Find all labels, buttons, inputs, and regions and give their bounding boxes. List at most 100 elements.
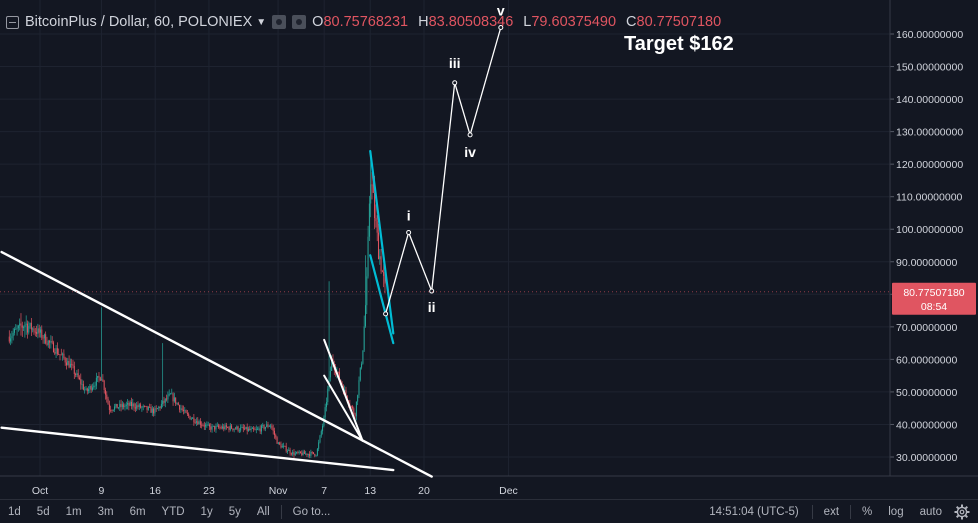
candle-body [206, 424, 208, 426]
candle-body [128, 403, 130, 406]
wave-point[interactable] [406, 229, 412, 235]
wave-point[interactable] [383, 311, 389, 317]
candle-body [65, 362, 67, 366]
wedge-lower-trendline[interactable] [0, 426, 395, 472]
wave-point[interactable] [467, 132, 473, 138]
candle-body [280, 444, 282, 448]
x-tick-label: 20 [418, 485, 430, 497]
candle-body [63, 353, 65, 359]
candle-body [149, 406, 151, 408]
candle-body [312, 452, 314, 454]
percent-button[interactable]: % [862, 505, 873, 518]
elliott-wave-projection[interactable] [384, 27, 502, 315]
caret-down-icon[interactable]: ▼ [256, 16, 267, 28]
timeframe-1m-button[interactable]: 1m [65, 505, 82, 518]
timeframe-ytd-button[interactable]: YTD [161, 505, 185, 518]
y-tick-label: 120.00000000 [896, 159, 963, 171]
ext-button[interactable]: ext [823, 505, 840, 518]
y-tick-label: 160.00000000 [896, 29, 963, 41]
candle-body [368, 203, 370, 237]
goto-button[interactable]: Go to... [292, 505, 331, 518]
candle-body [380, 256, 382, 272]
timeframe-all-button[interactable]: All [256, 505, 270, 518]
candle-body [160, 404, 162, 408]
candle-body [111, 410, 113, 412]
flag-upper-channel-line[interactable] [369, 150, 395, 335]
candle-body [205, 424, 207, 427]
triangle-lower-line[interactable] [323, 374, 364, 442]
clock[interactable]: 14:51:04 (UTC-5) [709, 505, 799, 518]
close-box-icon[interactable] [292, 15, 307, 29]
symbol-icon[interactable] [6, 15, 19, 29]
candle-body [99, 377, 101, 381]
candle-body [364, 305, 366, 327]
timeframe-1d-button[interactable]: 1d [8, 505, 21, 518]
candle-body [86, 388, 88, 392]
candle-body [72, 364, 74, 366]
timeframe-3m-button[interactable]: 3m [97, 505, 114, 518]
candle-body [355, 401, 357, 417]
price-badge[interactable] [892, 282, 976, 315]
timeframe-1y-button[interactable]: 1y [200, 505, 213, 518]
timeframe-6m-button[interactable]: 6m [129, 505, 146, 518]
candle-body [245, 426, 247, 430]
candle-body [286, 451, 288, 452]
candle-body [166, 398, 168, 400]
candle-body [353, 408, 355, 414]
candle-body [12, 332, 14, 337]
candle-body [207, 424, 209, 426]
candle-body [357, 395, 359, 402]
candle-body [229, 425, 231, 430]
symbol-title[interactable]: BitcoinPlus / Dollar, 60, POLONIEX [25, 14, 253, 30]
candle-body [221, 426, 223, 429]
settings-box-icon[interactable] [272, 15, 287, 29]
candle-body [124, 405, 126, 408]
wave-point[interactable] [498, 24, 504, 30]
bottom-toolbar: 1d 5d 1m 3m 6m YTD 1y 5y All Go to... 14… [0, 499, 978, 523]
timeframe-5y-button[interactable]: 5y [228, 505, 241, 518]
candle-body [11, 336, 13, 339]
candle-body [46, 343, 48, 345]
candle-body [137, 405, 139, 407]
candle-body [52, 342, 54, 353]
timeframe-5d-button[interactable]: 5d [36, 505, 50, 518]
auto-button[interactable]: auto [919, 505, 942, 518]
candle-body [293, 452, 295, 456]
candle-body [73, 365, 75, 374]
candle-body [36, 332, 38, 334]
candle-body [372, 184, 374, 193]
candle-body [51, 341, 53, 343]
candle-body [15, 329, 17, 330]
log-button[interactable]: log [888, 505, 904, 518]
candle-body [50, 341, 52, 343]
candle-body [140, 404, 142, 408]
candle-body [383, 271, 385, 277]
candle-body [117, 407, 119, 409]
wave-point[interactable] [452, 80, 458, 86]
candle-body [114, 406, 116, 410]
gear-icon[interactable] [954, 504, 970, 520]
candle-body [10, 338, 12, 342]
candle-body [47, 340, 49, 345]
plot-background[interactable] [0, 0, 890, 476]
candle-body [91, 387, 93, 391]
y-tick-label: 100.00000000 [896, 224, 963, 236]
candle-body [55, 348, 57, 354]
triangle-upper-line[interactable] [323, 338, 364, 442]
flag-lower-channel-line[interactable] [369, 254, 395, 345]
wedge-upper-trendline[interactable] [0, 250, 433, 478]
candle-body [192, 417, 194, 419]
candle-body [305, 453, 307, 455]
candle-body [8, 336, 10, 342]
low-value: L79.60375490 [523, 14, 617, 30]
candle-body [141, 407, 143, 408]
candle-body [33, 328, 35, 332]
target-annotation: Target $162 [624, 33, 734, 55]
wave-point[interactable] [429, 288, 435, 294]
candle-body [359, 367, 361, 381]
candle-body [54, 352, 56, 354]
candle-body [306, 453, 308, 456]
candle-body [179, 405, 181, 410]
